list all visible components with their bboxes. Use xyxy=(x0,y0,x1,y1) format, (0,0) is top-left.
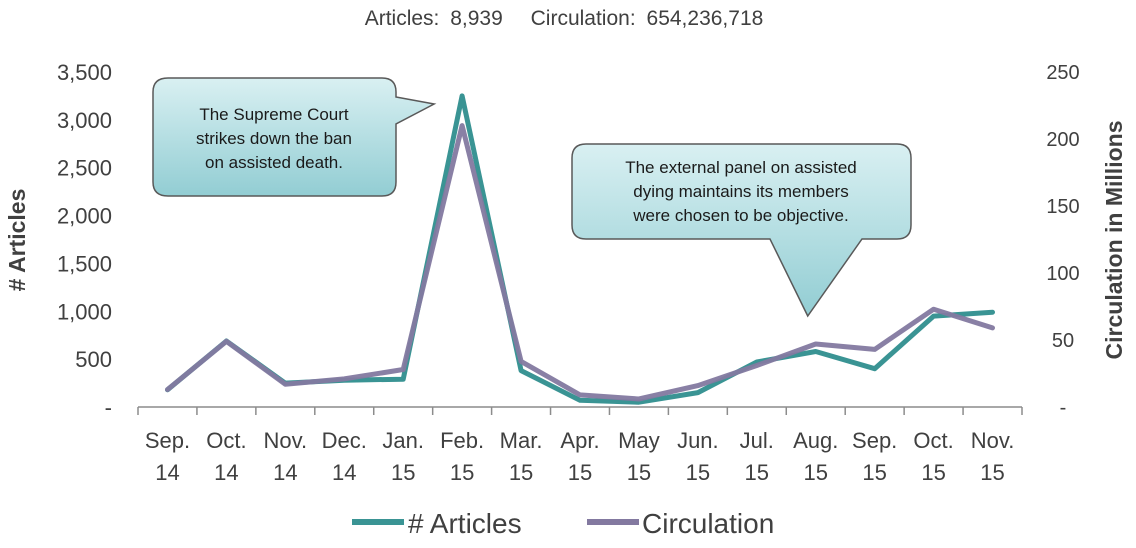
x-tick-label: Sep. 15 xyxy=(852,428,897,485)
x-tick-label: Oct. 15 xyxy=(913,428,953,485)
left-tick-label: 2,000 xyxy=(57,204,112,229)
x-tick-label: Mar. 15 xyxy=(500,428,543,485)
left-tick-label: 3,000 xyxy=(57,108,112,133)
chart-summary: Articles: 8,939 Circulation: 654,236,718 xyxy=(365,7,764,30)
x-tick-label: Nov. 15 xyxy=(971,428,1015,485)
left-tick-label: 500 xyxy=(75,347,112,372)
legend: # Articles Circulation xyxy=(352,508,774,539)
x-tick-label: May 15 xyxy=(618,428,660,485)
x-tick-label: Jun. 15 xyxy=(677,428,719,485)
x-tick-label: Apr. 15 xyxy=(560,428,599,485)
x-tick-label: Feb. 15 xyxy=(440,428,484,485)
annotations: The Supreme Court strikes down the ban on … xyxy=(152,77,912,318)
series-lines xyxy=(165,93,995,405)
articles-total-label: Articles: xyxy=(365,7,440,30)
right-axis: - 50 100 150 200 250 xyxy=(1046,62,1079,419)
legend-label-circulation: Circulation xyxy=(642,508,774,539)
left-tick-label: 1,500 xyxy=(57,251,112,276)
left-axis-title: # Articles xyxy=(4,189,30,292)
callout-supreme-court xyxy=(152,77,437,197)
circulation-total-value: 654,236,718 xyxy=(647,7,764,30)
x-tick-label: Sep. 14 xyxy=(145,428,190,485)
left-tick-label: 2,500 xyxy=(57,156,112,181)
callout-external-panel xyxy=(571,143,912,318)
right-tick-label: - xyxy=(1060,397,1067,419)
left-tick-label: - xyxy=(105,395,112,420)
x-tick-label: Nov. 14 xyxy=(264,428,308,485)
x-tick-label: Jul. 15 xyxy=(740,428,774,485)
right-tick-label: 150 xyxy=(1046,196,1079,218)
x-axis: Sep. 14 Oct. 14 Nov. 14 Dec. 14 Jan. 15 Feb. 15 Mar.… xyxy=(137,406,1023,485)
callout-supreme-court-text: The Supreme Court strikes down the ban on … xyxy=(196,105,352,172)
series-line-circulation xyxy=(165,123,995,402)
circulation-total-label: Circulation: xyxy=(531,7,636,30)
right-axis-title: Circulation in Millions xyxy=(1101,121,1127,360)
callout-external-panel-text: The external panel on assisted dying main… xyxy=(625,158,857,225)
legend-label-articles: # Articles xyxy=(408,508,522,539)
x-tick-label: Aug. 15 xyxy=(793,428,838,485)
x-tick-label: Oct. 14 xyxy=(206,428,246,485)
articles-total-value: 8,939 xyxy=(450,7,503,30)
left-tick-label: 1,000 xyxy=(57,299,112,324)
right-tick-label: 200 xyxy=(1046,129,1079,151)
right-tick-label: 100 xyxy=(1046,263,1079,285)
x-tick-label: Jan. 15 xyxy=(382,428,424,485)
right-tick-label: 250 xyxy=(1046,62,1079,84)
left-axis: - 500 1,000 1,500 2,000 2,500 3,000 3,500 xyxy=(57,60,112,420)
x-tick-label: Dec. 14 xyxy=(322,428,367,485)
right-tick-label: 50 xyxy=(1052,330,1074,352)
left-tick-label: 3,500 xyxy=(57,60,112,85)
